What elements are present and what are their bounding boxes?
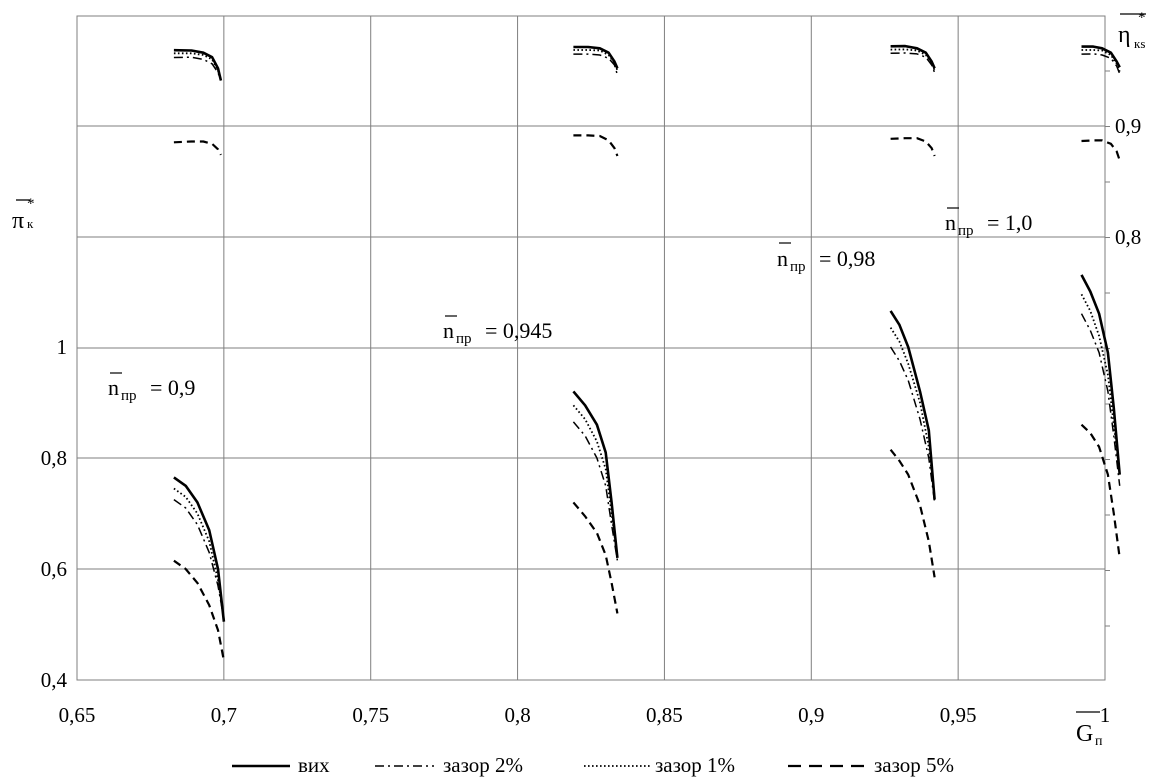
y2-tick-label: 0,9 — [1115, 114, 1141, 138]
x-axis-title: G п — [1076, 711, 1103, 749]
pressure-ratio-line — [1080, 293, 1121, 475]
y-axis-sup: * — [27, 196, 35, 212]
annotation-n-value: = 0,9 — [150, 375, 195, 400]
efficiency-line — [573, 49, 619, 71]
x-tick-label: 0,95 — [940, 703, 977, 727]
annotation-n-symbol: n — [443, 318, 454, 343]
legend-item-gap-5: зазор 5% — [788, 753, 954, 777]
x-tick-label: 0,85 — [646, 703, 683, 727]
pressure-ratio-line — [572, 421, 619, 561]
efficiency-line — [573, 53, 619, 76]
annotation-n-0.98: n пр = 0,98 — [777, 242, 875, 275]
y-tick-label: 0,4 — [41, 668, 68, 692]
pressure-ratio-line — [572, 404, 619, 559]
x-axis-symbol: G — [1076, 721, 1093, 747]
right-axis-tick-labels: 0,8 0,9 — [1115, 114, 1141, 249]
legend-label: зазор 1% — [655, 753, 735, 777]
pressure-ratio-line — [572, 501, 619, 614]
efficiency-line — [173, 56, 222, 81]
series-dashed — [173, 134, 1121, 661]
pressure-ratio-line — [173, 476, 226, 622]
y-axis-symbol: π — [12, 208, 24, 234]
legend-label: вих — [298, 753, 330, 777]
efficiency-line — [573, 45, 619, 69]
efficiency-line — [890, 137, 936, 157]
y-tick-label: 0,6 — [41, 557, 67, 581]
series-dashdot — [173, 52, 1121, 620]
y2-axis-symbol: η — [1118, 22, 1131, 48]
y-axis-sub: к — [27, 216, 34, 231]
legend-item-gap-2: зазор 2% — [375, 753, 523, 777]
y-tick-label: 0,8 — [41, 446, 67, 470]
efficiency-line — [1081, 139, 1121, 161]
annotation-n-1.0: n пр = 1,0 — [945, 207, 1032, 239]
efficiency-line — [890, 44, 936, 69]
legend-label: зазор 5% — [874, 753, 954, 777]
x-axis-tick-labels: 0,65 0,7 0,75 0,8 0,85 0,9 0,95 1 — [59, 703, 1111, 727]
series-solid — [173, 44, 1121, 622]
pressure-ratio-line — [889, 346, 936, 503]
series-lines — [173, 44, 1121, 661]
y2-axis-sub: кs — [1134, 36, 1145, 51]
efficiency-line — [573, 134, 619, 157]
x-tick-label: 0,9 — [798, 703, 824, 727]
x-tick-label: 0,7 — [211, 703, 237, 727]
y2-axis-title: η * кs — [1118, 10, 1146, 51]
y-tick-label: 1 — [57, 335, 68, 359]
efficiency-line — [1081, 45, 1121, 68]
efficiency-line — [1081, 49, 1121, 72]
legend-label: зазор 2% — [443, 753, 523, 777]
annotation-n-sub: пр — [790, 259, 806, 275]
pressure-ratio-line — [889, 449, 936, 578]
y2-axis-sup: * — [1138, 10, 1146, 26]
annotation-n-value: = 0,945 — [485, 318, 552, 343]
pressure-ratio-line — [173, 559, 225, 661]
y-axis-title: π * к — [12, 196, 35, 234]
annotation-n-0.945: n пр = 0,945 — [443, 315, 552, 347]
left-axis-tick-labels: 0,4 0,6 0,8 1 — [41, 335, 68, 692]
y2-tick-label: 0,8 — [1115, 225, 1141, 249]
series-dotted — [173, 48, 1121, 620]
legend: вих зазор 2% зазор 1% зазор 5% — [232, 753, 954, 777]
pressure-ratio-line — [1080, 274, 1121, 475]
gridlines — [76, 15, 1106, 681]
pressure-ratio-line — [572, 390, 619, 559]
efficiency-line — [173, 140, 222, 156]
pressure-ratio-line — [889, 327, 936, 498]
x-tick-label: 0,75 — [352, 703, 389, 727]
pressure-ratio-line — [889, 310, 936, 500]
annotation-n-symbol: n — [777, 246, 788, 271]
annotation-n-sub: пр — [958, 223, 974, 239]
annotation-n-value: = 1,0 — [987, 210, 1032, 235]
x-tick-label: 1 — [1100, 703, 1111, 727]
x-axis-sub: п — [1095, 734, 1103, 749]
x-tick-label: 0,65 — [59, 703, 96, 727]
legend-item-vih: вих — [232, 753, 330, 777]
efficiency-line — [173, 48, 223, 81]
pressure-ratio-line — [1080, 313, 1121, 486]
annotation-n-sub: пр — [456, 331, 472, 347]
annotation-n-0.9: n пр = 0,9 — [108, 372, 195, 404]
annotation-n-symbol: n — [945, 210, 956, 235]
annotation-n-symbol: n — [108, 375, 119, 400]
legend-item-gap-1: зазор 1% — [584, 753, 735, 777]
annotation-n-value: = 0,98 — [819, 246, 875, 271]
x-tick-label: 0,8 — [504, 703, 530, 727]
pressure-ratio-line — [1080, 423, 1121, 559]
pressure-ratio-line — [173, 487, 225, 620]
annotation-n-sub: пр — [121, 388, 137, 404]
efficiency-line — [890, 48, 936, 71]
